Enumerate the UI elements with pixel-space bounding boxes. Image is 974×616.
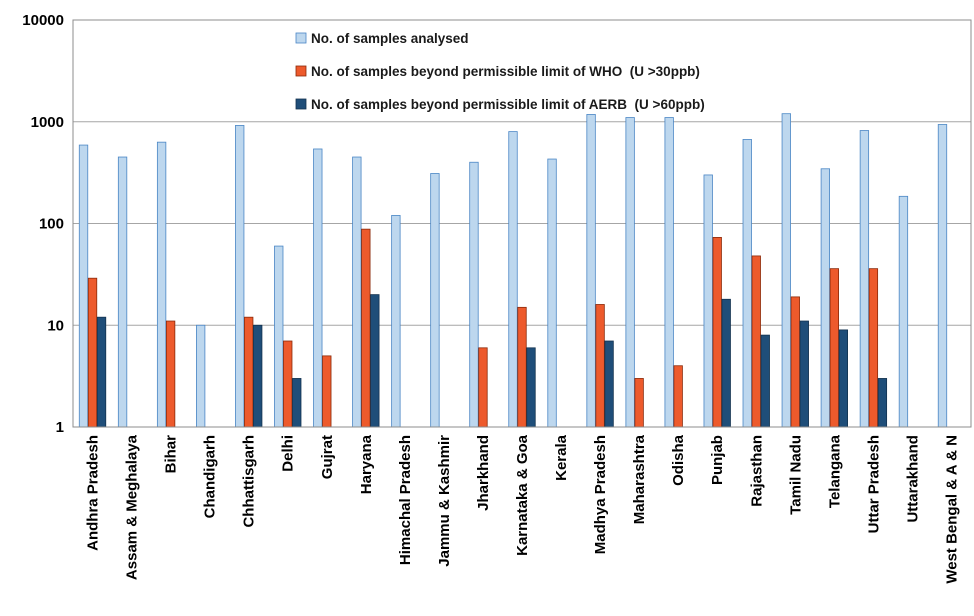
bar-beyond-who-limit <box>595 304 605 428</box>
bar-beyond-aerb-limit <box>838 329 848 428</box>
bars <box>78 113 948 428</box>
category-label: Andhra Pradesh <box>85 435 102 551</box>
y-tick-label: 1000 <box>31 114 64 131</box>
plot-area-frame <box>72 19 972 428</box>
category-label: Karnataka & Goa <box>514 434 531 556</box>
bar-samples-analysed <box>430 173 440 428</box>
category-label: Odisha <box>670 434 687 486</box>
bar-samples-analysed <box>391 215 401 428</box>
category-label: Madhya Pradesh <box>592 435 609 554</box>
bar-samples-analysed <box>820 168 830 428</box>
legend-item-samples-analysed: No. of samples analysed <box>295 31 469 46</box>
bar-samples-analysed <box>625 117 635 428</box>
category-label: Maharashtra <box>631 434 648 524</box>
bar-samples-analysed <box>898 195 909 428</box>
bar-samples-analysed <box>313 148 323 428</box>
bar-samples-analysed <box>196 324 206 428</box>
bar-samples-analysed <box>937 124 948 428</box>
bar-beyond-who-limit <box>751 255 761 428</box>
bar-samples-analysed <box>703 174 713 428</box>
bar-samples-analysed <box>235 125 245 428</box>
category-label: Delhi <box>280 435 297 472</box>
category-label: Kerala <box>553 434 570 481</box>
legend-label: No. of samples beyond permissible limit … <box>311 97 705 112</box>
category-label: Jharkhand <box>475 435 492 511</box>
bar-beyond-who-limit <box>634 378 644 428</box>
bar-samples-analysed <box>547 158 557 428</box>
bar-beyond-who-limit <box>87 277 98 428</box>
category-label: Himachal Pradesh <box>397 435 414 565</box>
bar-beyond-who-limit <box>478 347 488 428</box>
bar-samples-analysed <box>508 131 518 428</box>
bar-samples-analysed <box>586 114 596 428</box>
bar-beyond-who-limit <box>517 306 527 428</box>
y-tick-label: 100 <box>39 216 64 233</box>
category-labels: Andhra Pradesh Assam & Meghalaya Bihar Chan… <box>85 434 961 583</box>
category-label: Jammu & Kashmir <box>436 435 453 567</box>
bar-samples-analysed <box>78 144 89 428</box>
y-tick-label: 1 <box>56 419 64 436</box>
bar-beyond-aerb-limit <box>877 378 888 428</box>
bar-beyond-aerb-limit <box>370 294 380 428</box>
legend-swatch <box>295 98 307 110</box>
bar-beyond-who-limit <box>165 320 176 428</box>
bar-beyond-who-limit <box>673 365 683 428</box>
bar-beyond-who-limit <box>244 316 254 428</box>
bar-beyond-who-limit <box>322 355 332 428</box>
bar-samples-analysed <box>664 117 674 428</box>
bar-beyond-aerb-limit <box>96 316 107 428</box>
legend-item-who-limit: No. of samples beyond permissible limit … <box>295 64 700 79</box>
category-label: Chandigarh <box>202 435 219 518</box>
bar-samples-analysed <box>274 245 284 428</box>
legend-swatch <box>295 32 307 44</box>
bar-beyond-aerb-limit <box>526 347 536 428</box>
bar-samples-analysed <box>352 156 362 428</box>
category-label: Punjab <box>709 435 726 485</box>
bar-beyond-who-limit <box>790 296 800 428</box>
y-tick-label: 10000 <box>22 12 64 29</box>
bar-beyond-who-limit <box>361 228 371 428</box>
legend-label: No. of samples beyond permissible limit … <box>311 64 700 79</box>
category-label: Rajasthan <box>748 435 765 507</box>
category-label: Telangana <box>826 434 843 508</box>
bar-samples-analysed <box>469 161 479 428</box>
bar-beyond-aerb-limit <box>799 320 809 428</box>
bar-beyond-aerb-limit <box>760 334 770 428</box>
bar-samples-analysed <box>156 141 167 428</box>
bar-beyond-who-limit <box>712 237 722 428</box>
legend: No. of samples analysed No. of samples be… <box>295 31 705 112</box>
bar-beyond-aerb-limit <box>292 378 302 428</box>
category-label: Assam & Meghalaya <box>124 434 141 580</box>
bar-samples-analysed <box>781 113 791 428</box>
bar-beyond-aerb-limit <box>253 324 263 428</box>
category-label: Tamil Nadu <box>787 435 804 515</box>
bar-samples-analysed <box>117 156 128 428</box>
bar-samples-analysed <box>859 130 870 428</box>
bar-samples-analysed <box>742 139 752 428</box>
legend-label: No. of samples analysed <box>311 31 469 46</box>
bar-beyond-who-limit <box>283 340 293 428</box>
bar-beyond-aerb-limit <box>604 340 614 428</box>
bar-beyond-who-limit <box>868 268 879 428</box>
bar-beyond-aerb-limit <box>721 298 731 428</box>
category-label: Bihar <box>163 435 180 474</box>
y-tick-label: 10 <box>47 317 64 334</box>
legend-swatch <box>295 65 307 77</box>
category-label: West Bengal & A & N <box>943 435 960 584</box>
category-label: Gujrat <box>319 435 336 479</box>
category-label: Uttarakhand <box>904 435 921 523</box>
legend-item-aerb-limit: No. of samples beyond permissible limit … <box>295 97 705 112</box>
bar-beyond-who-limit <box>829 268 839 428</box>
y-axis-tick-labels: 1 10 100 1000 10000 <box>22 12 64 436</box>
category-label: Uttar Pradesh <box>865 435 882 533</box>
category-label: Chhattisgarh <box>241 435 258 528</box>
category-label: Haryana <box>358 434 375 494</box>
